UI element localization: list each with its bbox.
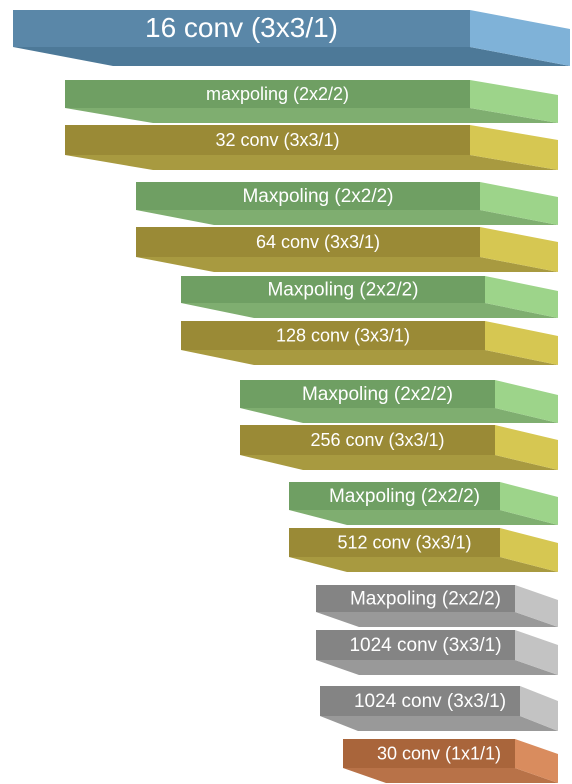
- block-bottom: [289, 510, 558, 525]
- block-label: 512 conv (3x3/1): [337, 532, 471, 552]
- block-side: [485, 276, 558, 318]
- block-side: [515, 630, 558, 675]
- block-bottom: [136, 210, 558, 225]
- block-label: 32 conv (3x3/1): [215, 130, 339, 150]
- block-bottom: [65, 108, 558, 123]
- block-front: [181, 276, 485, 303]
- block-bottom: [13, 47, 570, 66]
- block-label: 30 conv (1x1/1): [377, 743, 501, 763]
- layer-block: 128 conv (3x3/1): [181, 321, 558, 365]
- block-front: [316, 630, 515, 660]
- block-side: [495, 380, 558, 423]
- block-side: [470, 80, 558, 123]
- block-front: [316, 585, 515, 612]
- block-side: [500, 528, 558, 572]
- block-side: [495, 425, 558, 470]
- block-side: [485, 321, 558, 365]
- block-side: [470, 10, 570, 66]
- block-label: 128 conv (3x3/1): [276, 325, 410, 345]
- block-front: [136, 227, 480, 257]
- block-front: [65, 80, 470, 108]
- block-bottom: [316, 612, 558, 627]
- block-bottom: [65, 155, 558, 170]
- block-bottom: [289, 557, 558, 572]
- block-side: [520, 686, 558, 731]
- block-front: [240, 380, 495, 408]
- block-bottom: [320, 716, 558, 731]
- block-side: [500, 482, 558, 525]
- block-label: 64 conv (3x3/1): [256, 232, 380, 252]
- layer-block: 30 conv (1x1/1): [343, 739, 558, 783]
- block-front: [240, 425, 495, 455]
- block-label: 16 conv (3x3/1): [145, 12, 338, 43]
- layer-block: Maxpoling (2x2/2): [136, 182, 558, 225]
- block-bottom: [181, 350, 558, 365]
- layer-block: 256 conv (3x3/1): [240, 425, 558, 470]
- block-bottom: [181, 303, 558, 318]
- block-bottom: [240, 408, 558, 423]
- layer-block: Maxpoling (2x2/2): [289, 482, 558, 525]
- block-side: [480, 227, 558, 272]
- block-front: [13, 10, 470, 47]
- block-front: [181, 321, 485, 350]
- layer-block: 512 conv (3x3/1): [289, 528, 558, 572]
- layer-block: Maxpoling (2x2/2): [316, 585, 558, 627]
- layer-block: 1024 conv (3x3/1): [320, 686, 558, 731]
- block-label: maxpoling (2x2/2): [206, 84, 349, 104]
- block-side: [515, 585, 558, 627]
- layer-block: Maxpoling (2x2/2): [240, 380, 558, 423]
- block-bottom: [343, 768, 558, 783]
- block-front: [343, 739, 515, 768]
- block-front: [65, 125, 470, 155]
- layer-block: maxpoling (2x2/2): [65, 80, 558, 123]
- block-label: 1024 conv (3x3/1): [349, 635, 501, 656]
- block-label: Maxpoling (2x2/2): [267, 280, 418, 301]
- block-bottom: [240, 455, 558, 470]
- block-label: Maxpoling (2x2/2): [302, 384, 453, 405]
- layer-block: 16 conv (3x3/1): [13, 10, 570, 66]
- layer-block: 1024 conv (3x3/1): [316, 630, 558, 675]
- block-bottom: [316, 660, 558, 675]
- block-front: [320, 686, 520, 716]
- block-front: [289, 482, 500, 510]
- block-side: [515, 739, 558, 783]
- layer-block: Maxpoling (2x2/2): [181, 276, 558, 318]
- block-label: 1024 conv (3x3/1): [354, 691, 506, 712]
- block-side: [470, 125, 558, 170]
- block-bottom: [136, 257, 558, 272]
- block-front: [289, 528, 500, 557]
- block-label: Maxpoling (2x2/2): [329, 486, 480, 507]
- block-front: [136, 182, 480, 210]
- block-label: Maxpoling (2x2/2): [242, 186, 393, 207]
- block-side: [480, 182, 558, 225]
- block-label: 256 conv (3x3/1): [310, 430, 444, 450]
- block-label: Maxpoling (2x2/2): [350, 589, 501, 610]
- layer-block: 64 conv (3x3/1): [136, 227, 558, 272]
- layer-block: 32 conv (3x3/1): [65, 125, 558, 170]
